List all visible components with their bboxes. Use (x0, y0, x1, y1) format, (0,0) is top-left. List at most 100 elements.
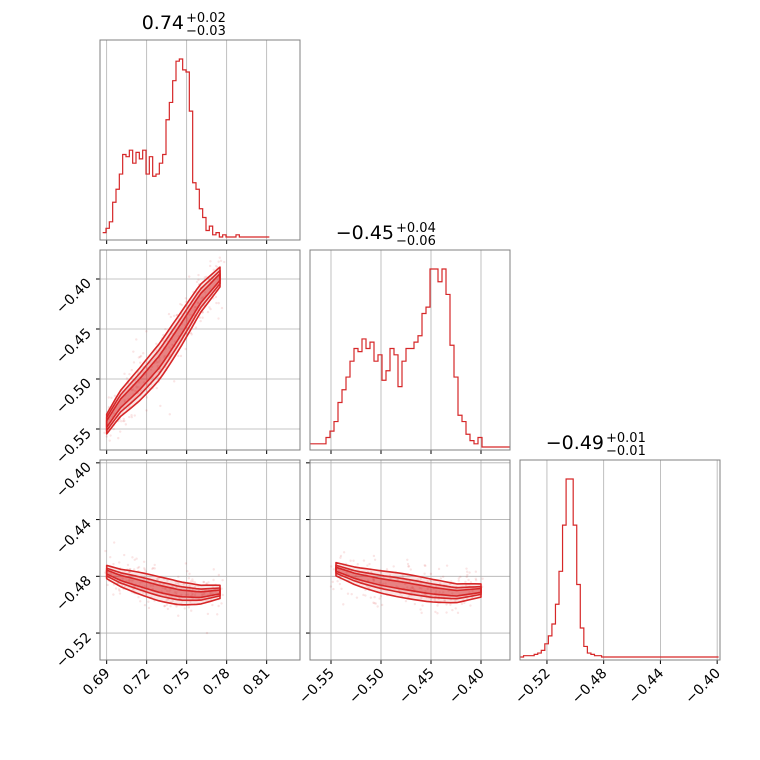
scatter-point (411, 586, 414, 589)
scatter-point (153, 563, 156, 567)
scatter-point (406, 586, 409, 589)
x-tick-label: −0.52 (512, 666, 554, 708)
scatter-point (407, 565, 410, 568)
scatter-point (176, 581, 180, 585)
scatter-point (355, 596, 359, 599)
scatter-point (203, 276, 206, 279)
scatter-point (155, 342, 158, 345)
scatter-point (331, 580, 334, 584)
y-tick-label: −0.45 (53, 326, 95, 368)
parameter-title-lower-0: −0.03 (186, 24, 226, 39)
scatter-point (372, 579, 376, 582)
scatter-point (434, 610, 437, 614)
scatter-point (419, 577, 422, 581)
scatter-point (220, 306, 224, 310)
scatter-point (127, 579, 131, 582)
joint-panel-0 (96, 249, 301, 454)
scatter-point (345, 571, 348, 575)
scatter-point (137, 596, 140, 599)
scatter-point (362, 593, 365, 597)
y-tick-label: −0.48 (53, 573, 95, 615)
scatter-point (460, 602, 464, 606)
histogram-step-line (102, 58, 270, 238)
scatter-point (200, 297, 203, 300)
scatter-point (151, 584, 155, 587)
scatter-point (420, 596, 423, 600)
scatter-point (407, 595, 410, 599)
scatter-point (186, 593, 190, 596)
y-axis-labels-1: −0.55 −0.50 −0.45 −0.40 (53, 276, 95, 468)
scatter-point (211, 603, 214, 607)
x-tick-label: −0.55 (296, 666, 338, 708)
scatter-point (465, 575, 468, 579)
scatter-point (466, 573, 469, 577)
scatter-point (191, 578, 194, 581)
scatter-point (451, 608, 454, 612)
scatter-point (166, 579, 169, 582)
contour-level-1 (335, 564, 482, 600)
x-tick-label: 0.75 (160, 666, 193, 699)
scatter-point (441, 575, 445, 578)
scatter-point (372, 578, 375, 581)
scatter-point (144, 373, 147, 376)
scatter-point (438, 582, 442, 585)
scatter-point (142, 381, 146, 384)
scatter-point (110, 396, 113, 400)
scatter-point (445, 564, 449, 567)
scatter-point (173, 380, 176, 383)
parameter-title-0: 0.74 (142, 12, 184, 34)
scatter-point (167, 312, 171, 316)
scatter-point (135, 386, 138, 389)
scatter-point (164, 328, 167, 331)
scatter-point (217, 260, 220, 263)
scatter-point (329, 565, 333, 568)
scatter-point (481, 577, 484, 580)
panel-frame (99, 39, 301, 241)
scatter-point (133, 414, 136, 417)
x-tick-label: −0.44 (626, 665, 668, 707)
scatter-point (442, 591, 445, 594)
y-tick-label: −0.44 (53, 516, 95, 558)
scatter-point (197, 597, 201, 600)
scatter-point (132, 350, 135, 353)
parameter-title-1: −0.45 (336, 222, 394, 244)
histogram-step-line (520, 478, 719, 658)
scatter-point (187, 606, 191, 609)
scatter-point (155, 386, 158, 390)
scatter-point (106, 583, 109, 587)
scatter-point (215, 301, 218, 305)
scatter-point (145, 592, 148, 595)
scatter-point (109, 572, 113, 576)
scatter-point (198, 316, 202, 319)
scatter-point (208, 287, 212, 290)
scatter-point (179, 354, 183, 358)
scatter-point (170, 343, 174, 346)
scatter-point (469, 604, 472, 607)
scatter-point (171, 599, 174, 603)
scatter-point (206, 612, 210, 616)
scatter-point (130, 415, 133, 419)
scatter-point (202, 580, 205, 584)
scatter-point (190, 580, 193, 583)
scatter-point (166, 607, 170, 611)
scatter-point (202, 580, 206, 584)
scatter-point (168, 589, 171, 593)
scatter-point (205, 582, 208, 585)
scatter-point (191, 592, 194, 596)
scatter-point (468, 571, 471, 574)
parameter-title-upper-2: +0.01 (606, 431, 646, 446)
scatter-point (119, 420, 123, 423)
scatter-point (426, 580, 429, 583)
panel-frame (99, 249, 301, 451)
scatter-point (443, 598, 446, 602)
scatter-point (392, 565, 395, 568)
scatter-point (184, 347, 187, 351)
scatter-point (434, 590, 438, 593)
scatter-point (156, 578, 160, 581)
scatter-point (153, 567, 156, 570)
x-tick-label: 0.72 (120, 666, 153, 699)
scatter-point (128, 579, 131, 582)
scatter-point (137, 381, 141, 384)
scatter-point (163, 604, 167, 608)
scatter-point (378, 597, 381, 600)
